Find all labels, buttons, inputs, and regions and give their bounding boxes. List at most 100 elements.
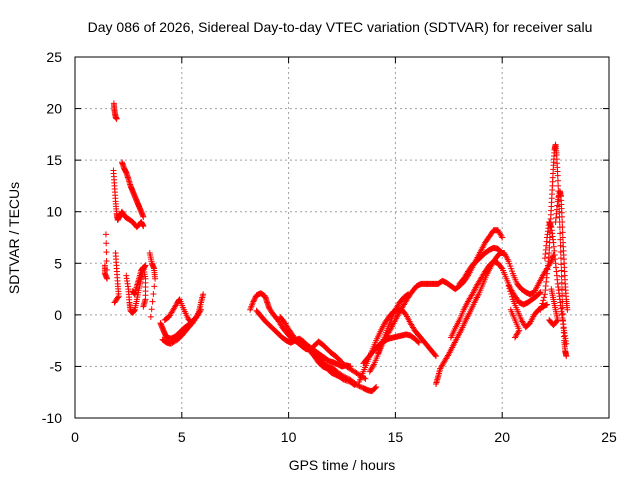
data-point [559,219,566,226]
data-point [558,267,565,274]
data-point [351,381,358,388]
data-point [557,230,564,237]
data-point [148,306,155,313]
data-point [373,384,380,391]
y-tick-label: 0 [54,307,62,323]
data-point [564,306,571,313]
data-point [554,172,561,179]
series-t1 [101,231,111,282]
x-tick-label: 0 [71,429,79,445]
y-axis-label: SDTVAR / TECUs [6,182,22,294]
data-point [546,249,553,256]
y-tick-label: 20 [46,101,62,117]
data-point [415,339,422,346]
data-point [112,298,119,305]
chart-title: Day 086 of 2026, Sidereal Day-to-day VTE… [88,19,593,35]
series-t28 [546,286,561,329]
data-point [357,383,364,390]
data-point [557,248,564,255]
data-point [538,303,545,310]
data-points [101,100,571,395]
data-point [499,249,506,256]
data-point [355,382,362,389]
plot-frame [74,56,610,419]
y-tick-label: 5 [54,255,62,271]
series-t10 [159,291,207,347]
data-point [559,286,566,293]
series-t8 [146,249,159,320]
series-t17 [360,331,422,367]
data-point [200,291,207,298]
series-t15 [306,347,358,388]
data-point [508,291,515,298]
data-point [103,266,110,273]
axis-ticks [74,56,610,419]
data-point [539,300,546,307]
data-point [140,223,147,230]
x-tick-label: 5 [178,429,186,445]
series-t26 [541,219,570,347]
data-point [113,115,120,122]
data-point [103,249,110,256]
series-t3 [110,100,120,122]
data-point [444,352,451,359]
series-t7 [129,264,149,310]
data-point [559,292,566,299]
y-tick-label: 15 [46,152,62,168]
data-point [537,289,544,296]
data-point [370,362,377,369]
data-point [498,249,505,256]
y-tick-label: -10 [42,410,62,426]
data-point [103,258,110,265]
data-point [558,261,565,268]
data-point [546,317,553,324]
data-point [509,293,516,300]
data-point [140,213,147,220]
series-t24 [507,306,523,341]
data-point [540,297,547,304]
data-point [557,242,564,249]
data-point [152,275,159,282]
series-t2 [110,167,147,231]
data-point [558,273,565,280]
data-point [405,291,412,298]
data-point [432,352,439,359]
series-t12 [247,290,380,395]
series-t5 [111,249,122,306]
data-point [554,177,561,184]
data-point [140,303,147,310]
data-point [559,224,566,231]
data-point [507,288,514,295]
series-t18 [366,227,506,375]
data-point [104,275,111,282]
series-t27 [552,188,571,313]
data-point [362,375,369,382]
data-point [537,306,544,313]
data-point [372,384,379,391]
data-point [498,264,505,271]
data-point [404,291,411,298]
x-tick-label: 10 [281,429,297,445]
data-point [558,279,565,286]
series-t25 [537,141,570,360]
data-point [563,340,570,347]
data-point [505,282,512,289]
data-point [536,289,543,296]
data-point [387,326,394,333]
x-tick-labels: 0 5 10 15 20 25 [71,429,617,445]
data-point [559,229,566,236]
series-t4 [118,159,147,220]
data-point [188,319,195,326]
data-point [151,283,158,290]
data-point [111,299,118,306]
series-t11 [161,296,196,327]
data-point [149,298,156,305]
x-tick-label: 20 [494,429,510,445]
data-point [544,301,551,308]
data-point [512,333,519,340]
data-point [499,234,506,241]
data-point [512,334,519,341]
data-point [555,182,562,189]
data-point [559,234,566,241]
